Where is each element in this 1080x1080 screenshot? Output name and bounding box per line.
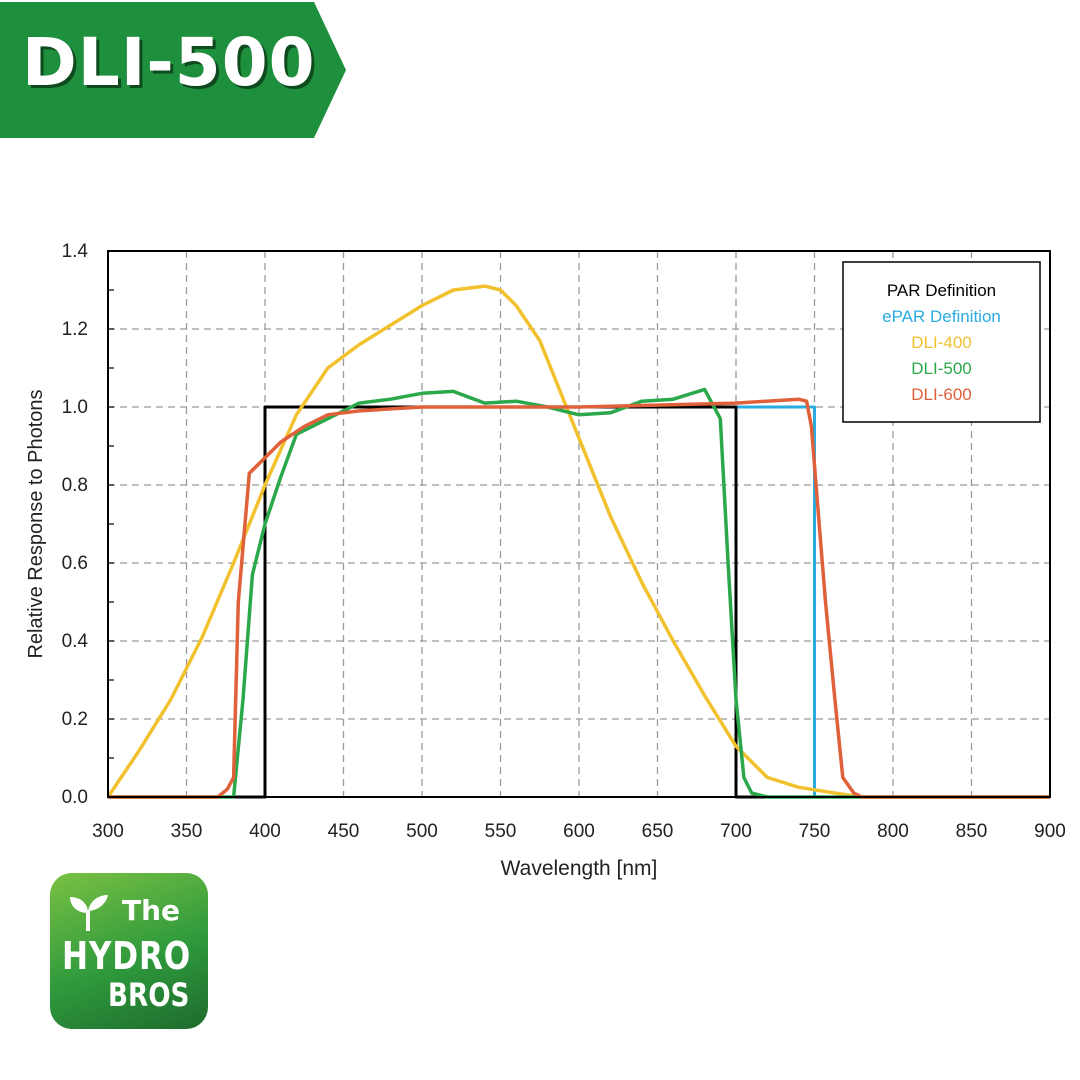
x-axis-label: Wavelength [nm]	[501, 857, 658, 880]
y-tick-label: 0.0	[62, 787, 88, 808]
x-tick-label: 400	[249, 821, 281, 842]
y-tick-label: 0.6	[62, 553, 88, 574]
banner: DLI-500	[0, 0, 348, 140]
legend-entry: DLI-500	[911, 359, 971, 378]
banner-arrow-shape	[0, 2, 346, 138]
y-tick-label: 1.0	[62, 397, 88, 418]
x-tick-label: 450	[328, 821, 360, 842]
legend-entry: PAR Definition	[887, 281, 996, 300]
series-dli-500	[108, 387, 1050, 799]
y-axis-label: Relative Response to Photons	[25, 389, 47, 658]
banner-title: DLI-500	[22, 24, 316, 101]
axis-labels: Wavelength [nm] Relative Response to Phot…	[25, 389, 657, 880]
legend-entry: DLI-400	[911, 333, 971, 352]
y-tick-label: 1.2	[62, 319, 88, 340]
x-tick-label: 900	[1034, 821, 1066, 842]
x-tick-label: 650	[642, 821, 674, 842]
legend-entry: DLI-600	[911, 385, 971, 404]
y-tick-label: 0.8	[62, 475, 88, 496]
series-dli-600	[108, 397, 1050, 799]
logo-the-text: The	[122, 894, 181, 927]
x-tick-label: 700	[720, 821, 752, 842]
logo-hydro-text: HYDRO	[62, 934, 192, 978]
legend: PAR Definition ePAR Definition DLI-400 DLI-…	[842, 261, 1041, 423]
leaf-icon	[70, 895, 108, 931]
series-dli-400	[106, 284, 862, 799]
logo-bros-text: BROS	[108, 976, 190, 1014]
hydro-bros-logo: The HYDRO BROS	[50, 873, 208, 1029]
x-tick-label: 750	[799, 821, 831, 842]
plot-frame	[107, 250, 1051, 798]
y-tick-label: 1.4	[62, 241, 89, 262]
legend-box	[842, 261, 1041, 423]
y-tick-label: 0.4	[62, 631, 89, 652]
x-tick-label: 350	[171, 821, 203, 842]
x-tick-label: 500	[406, 821, 438, 842]
x-tick-label: 800	[877, 821, 909, 842]
x-tick-label: 300	[92, 821, 124, 842]
axis-ticks: 300 350 400 450 500 550 600 650 700 750 800 850 900 0…	[62, 241, 1066, 842]
y-tick-label: 0.2	[62, 709, 88, 730]
legend-entry: ePAR Definition	[882, 307, 1001, 326]
x-tick-label: 600	[563, 821, 595, 842]
x-tick-label: 550	[485, 821, 517, 842]
x-tick-label: 850	[956, 821, 988, 842]
